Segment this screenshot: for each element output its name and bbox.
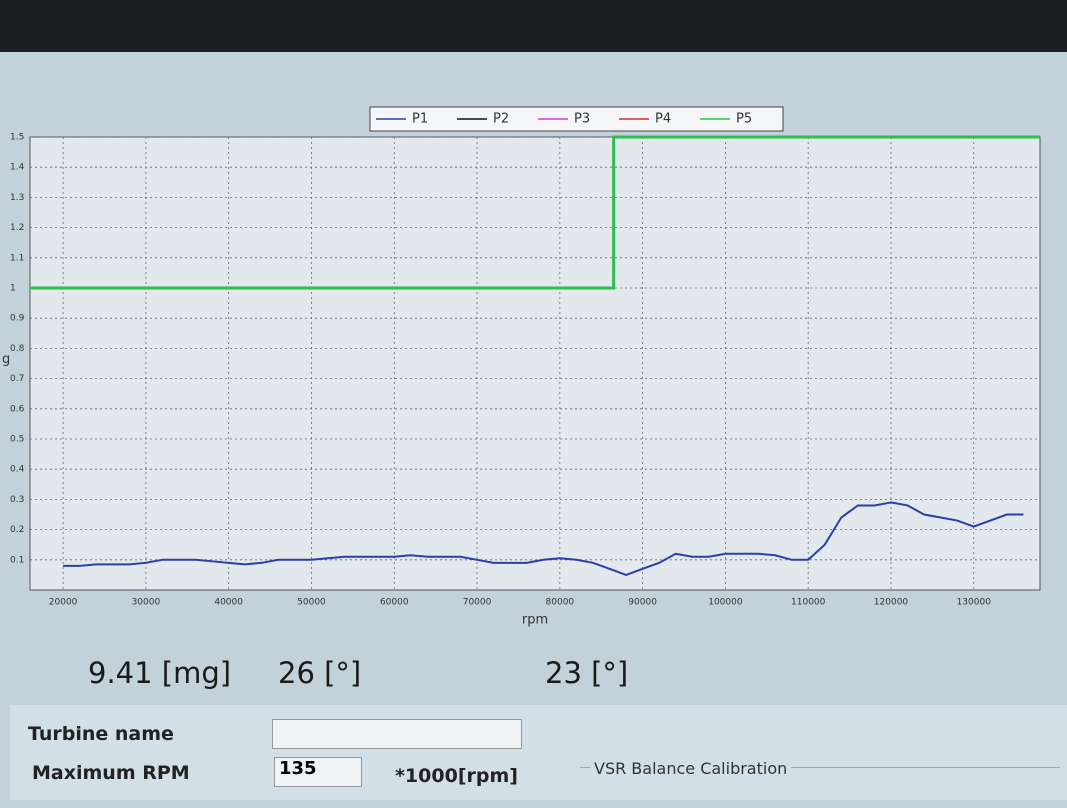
readout: 9.41 [mg] <box>88 656 232 690</box>
y-tick-label: 1.1 <box>10 253 24 263</box>
y-tick-label: 0.5 <box>10 435 24 445</box>
x-tick-label: 70000 <box>463 598 492 608</box>
y-tick-label: 0.2 <box>10 525 24 535</box>
unit-label: *1000[rpm] <box>395 765 518 787</box>
legend-label: P5 <box>736 112 752 127</box>
readout: 23 [°] <box>545 656 629 690</box>
chart: 0.1 0.2 0.3 0.4 0.5 0.6 0.7 0.8 0.9 1 1.1 1.2 1.3 1.4… <box>2 106 1041 628</box>
legend-label: P2 <box>493 112 509 127</box>
y-tick-label: 1.5 <box>10 133 24 143</box>
y-tick-label: 1.2 <box>10 223 24 233</box>
legend-label: P1 <box>412 112 428 127</box>
x-axis-label: rpm <box>522 613 548 628</box>
field-label: Maximum RPM <box>32 762 190 784</box>
text-input[interactable] <box>272 719 522 749</box>
y-tick-label: 0.6 <box>10 404 25 414</box>
settings-form: Turbine name Maximum RPM 135 *1000[rpm] … <box>10 705 1067 800</box>
x-tick-label: 100000 <box>708 598 743 608</box>
x-tick-label: 80000 <box>546 598 575 608</box>
monitor-bezel <box>0 0 1067 52</box>
plot-area <box>29 136 1041 591</box>
field-label: Turbine name <box>28 723 174 745</box>
y-tick-label: 1.3 <box>10 193 24 203</box>
x-tick-label: 130000 <box>957 598 992 608</box>
legend-label: P4 <box>655 112 671 127</box>
x-tick-label: 60000 <box>380 598 409 608</box>
y-tick-label: 0.9 <box>10 314 25 324</box>
x-tick-label: 110000 <box>791 598 826 608</box>
y-tick-label: 0.4 <box>10 465 25 475</box>
y-tick-label: 1.4 <box>10 163 25 173</box>
y-axis-label: g <box>2 352 10 367</box>
data-line <box>63 501 1024 576</box>
y-tick-label: 1 <box>10 284 16 294</box>
y-tick-label: 0.7 <box>10 374 24 384</box>
y-tick-label: 0.8 <box>10 344 25 354</box>
x-tick-label: 30000 <box>132 598 161 608</box>
x-tick-label: 120000 <box>874 598 909 608</box>
x-tick-label: 50000 <box>297 598 326 608</box>
x-tick-label: 90000 <box>628 598 657 608</box>
legend-label: P3 <box>574 112 590 127</box>
data-line <box>30 135 1040 290</box>
y-tick-label: 0.1 <box>10 555 24 565</box>
x-tick-label: 20000 <box>49 598 78 608</box>
readout: 26 [°] <box>278 656 362 690</box>
y-tick-label: 0.3 <box>10 495 24 505</box>
group-title: VSR Balance Calibration <box>590 759 792 778</box>
x-tick-label: 40000 <box>214 598 243 608</box>
text-input[interactable]: 135 <box>274 757 362 787</box>
